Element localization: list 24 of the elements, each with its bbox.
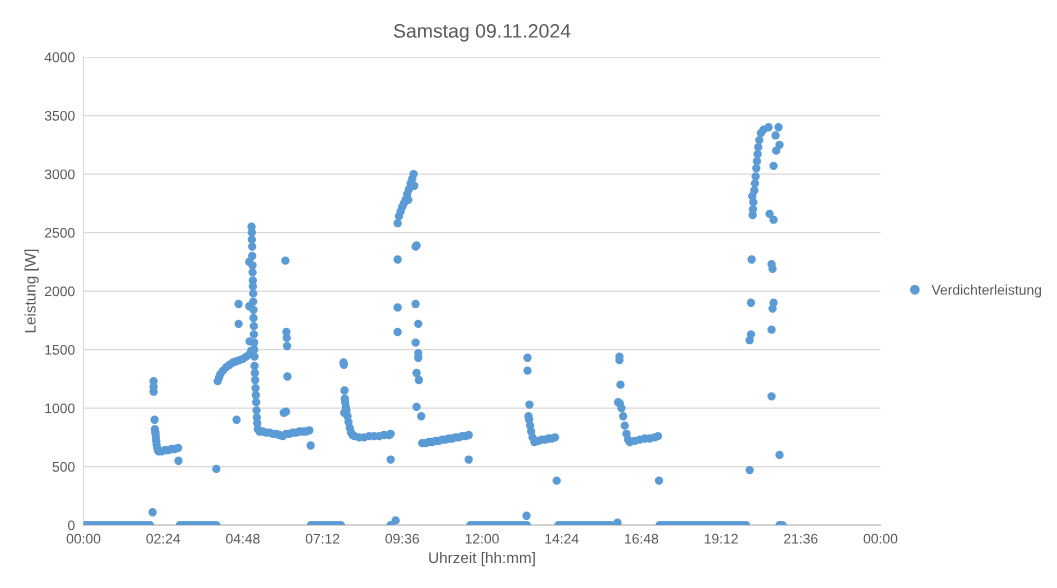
- x-tick-label: 09:36: [385, 533, 420, 544]
- x-tick-label: 00:00: [66, 533, 101, 544]
- x-tick-label: 16:48: [625, 533, 659, 544]
- x-tick-label: 12:00: [465, 533, 499, 544]
- x-tick-label: 21:36: [784, 533, 818, 544]
- x-axis-title: Uhrzeit [hh:mm]: [429, 551, 535, 567]
- x-tick-label: 02:24: [146, 533, 181, 544]
- x-tick-label: 07:12: [305, 533, 340, 544]
- y-tick-label: 2000: [44, 286, 75, 297]
- y-tick-label: 3500: [44, 110, 75, 121]
- y-axis-title: Leistung [W]: [24, 249, 39, 333]
- y-tick-label: 4000: [44, 52, 75, 63]
- y-tick-label: 1000: [45, 403, 75, 414]
- legend-label: Verdichterleistung: [931, 284, 1042, 298]
- x-tick-label: 19:12: [704, 533, 738, 544]
- y-tick-label: 500: [52, 461, 75, 472]
- chart-title: Samstag 09.11.2024: [393, 24, 571, 42]
- x-tick-label: 14:24: [545, 533, 579, 544]
- y-tick-label: 2500: [44, 227, 75, 238]
- y-tick-label: 3000: [44, 169, 75, 180]
- x-tick-label: 00:00: [863, 533, 898, 544]
- y-tick-label: 0: [67, 520, 75, 531]
- y-tick-label: 1500: [45, 344, 75, 355]
- x-tick-label: 04:48: [226, 533, 260, 544]
